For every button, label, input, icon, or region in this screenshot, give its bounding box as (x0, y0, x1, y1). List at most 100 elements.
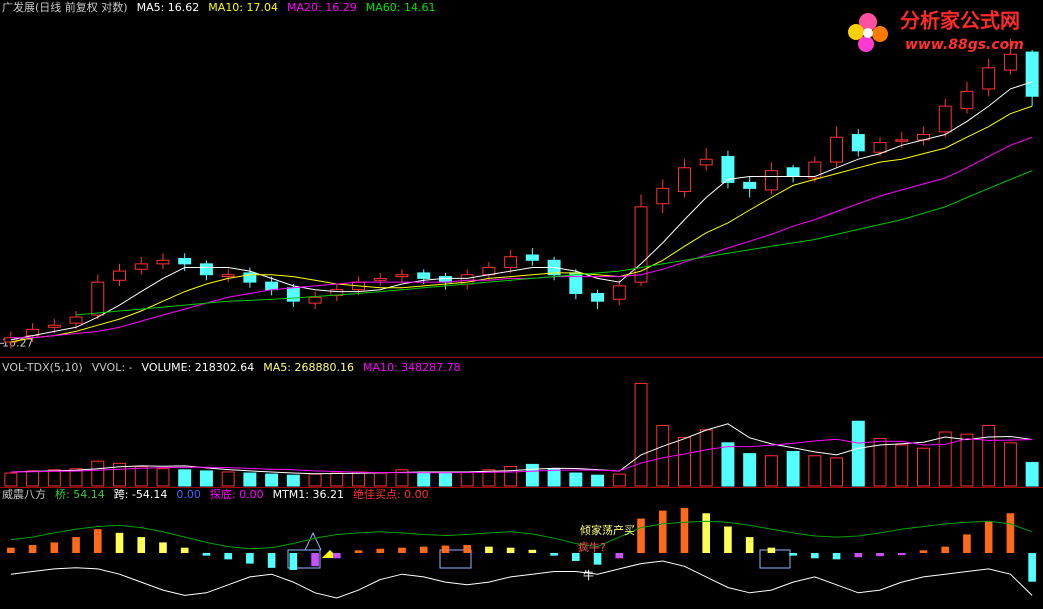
candle-body (221, 274, 235, 278)
indicator-bar (267, 553, 276, 568)
volume-bar (308, 473, 322, 487)
candle-body (373, 277, 387, 281)
indicator-bar (963, 534, 971, 553)
indicator-bar (658, 510, 667, 553)
logo-url: www.88gs.com (905, 37, 1024, 53)
volume-bar (1003, 442, 1017, 487)
volume-bar (1025, 461, 1039, 487)
volume-bar (178, 469, 192, 487)
volume-bar (851, 420, 865, 487)
indicator-bar (615, 553, 624, 559)
legend-text: MA5: 268880.16 (263, 361, 354, 374)
legend-text: VOLUME: 218302.64 (142, 361, 255, 374)
candle-body (308, 296, 322, 304)
indicator-bar (854, 553, 863, 558)
indicator-line (10, 520, 1033, 550)
candle-body (1025, 51, 1039, 97)
candle-body (656, 187, 670, 205)
legend-text: 桥: 54.14 (55, 488, 105, 501)
legend-text: VVOL: - (92, 361, 133, 374)
candle-body (265, 281, 279, 291)
candle-body (569, 272, 583, 294)
candle-body (895, 139, 909, 142)
indicator-bar (50, 542, 59, 553)
indicator-bar (680, 507, 689, 553)
indicator-line (10, 81, 1033, 341)
annotation: 疯牛? (578, 540, 606, 554)
candle-body (156, 259, 170, 265)
candle-body (199, 263, 213, 276)
indicator-bar (72, 537, 80, 553)
indicator-bar (702, 513, 711, 553)
candle-body (786, 167, 800, 177)
volume-bar (134, 466, 148, 487)
indicator-bar (767, 547, 776, 553)
volume-bar (895, 444, 909, 487)
volume-bar (808, 455, 822, 487)
volume-bar (373, 472, 387, 487)
signal-box (439, 549, 472, 569)
indicator-bar (832, 553, 841, 560)
indicator-bar (180, 547, 189, 553)
volume-bar (830, 457, 844, 487)
legend-text: 威震八方 (2, 487, 46, 501)
logo-petal (859, 13, 877, 31)
indicator-bar (419, 546, 428, 553)
volume-bar (938, 431, 952, 487)
volume-bar (26, 470, 40, 487)
candle-body (47, 324, 61, 328)
indicator-bar (485, 546, 493, 553)
logo-name: 分析家公式网 (900, 9, 1020, 33)
indicator-bar (115, 532, 124, 553)
signal-box (287, 549, 321, 569)
volume-bar (330, 472, 344, 487)
volume-bar (221, 471, 235, 487)
indicator-line (10, 423, 1033, 475)
logo-petal (858, 36, 874, 52)
candle-body (395, 274, 409, 278)
indicator-bar (876, 553, 884, 557)
indicator-bar (332, 553, 341, 559)
indicator-bar (28, 545, 37, 553)
indicator-bar (637, 518, 645, 553)
candle-body (134, 263, 148, 270)
indicator-bar (919, 550, 928, 553)
candle-body (504, 256, 518, 268)
candle-body (634, 206, 648, 283)
volume-bar (612, 473, 626, 487)
indicator-bar (528, 549, 537, 553)
volume-bar (873, 437, 887, 487)
volume-bar (656, 425, 670, 487)
volume-bar (352, 471, 366, 487)
candle-body (873, 142, 887, 153)
candle-body (1003, 53, 1017, 71)
volume-bar (721, 442, 735, 487)
indicator-bar (1028, 553, 1036, 582)
logo-petal (848, 24, 864, 40)
volume-bar (504, 466, 518, 487)
indicator-bar (376, 548, 385, 553)
candle-body (591, 292, 605, 302)
candle-body (699, 158, 713, 166)
candle-body (243, 272, 257, 283)
volume-bar (764, 455, 778, 487)
indicator-line (10, 560, 1033, 599)
volume-bar (265, 473, 279, 487)
indicator-bar (593, 553, 602, 565)
indicator-bar (137, 537, 146, 553)
legend-text: MA10: 17.04 (208, 1, 278, 14)
indicator-bar (159, 542, 167, 553)
legend-text: 0.00 (176, 488, 201, 501)
volume-bar (91, 460, 105, 487)
signal-peak (304, 531, 322, 551)
candle-body (417, 272, 431, 279)
candle-body (69, 316, 83, 324)
candle-body (4, 337, 18, 343)
logo: 分析家公式网 www.88gs.com (848, 9, 1024, 53)
indicator-bar (724, 526, 732, 553)
volume-bar (113, 462, 126, 487)
legend-text: MA20: 16.29 (287, 1, 357, 14)
volume-bar (395, 469, 409, 487)
